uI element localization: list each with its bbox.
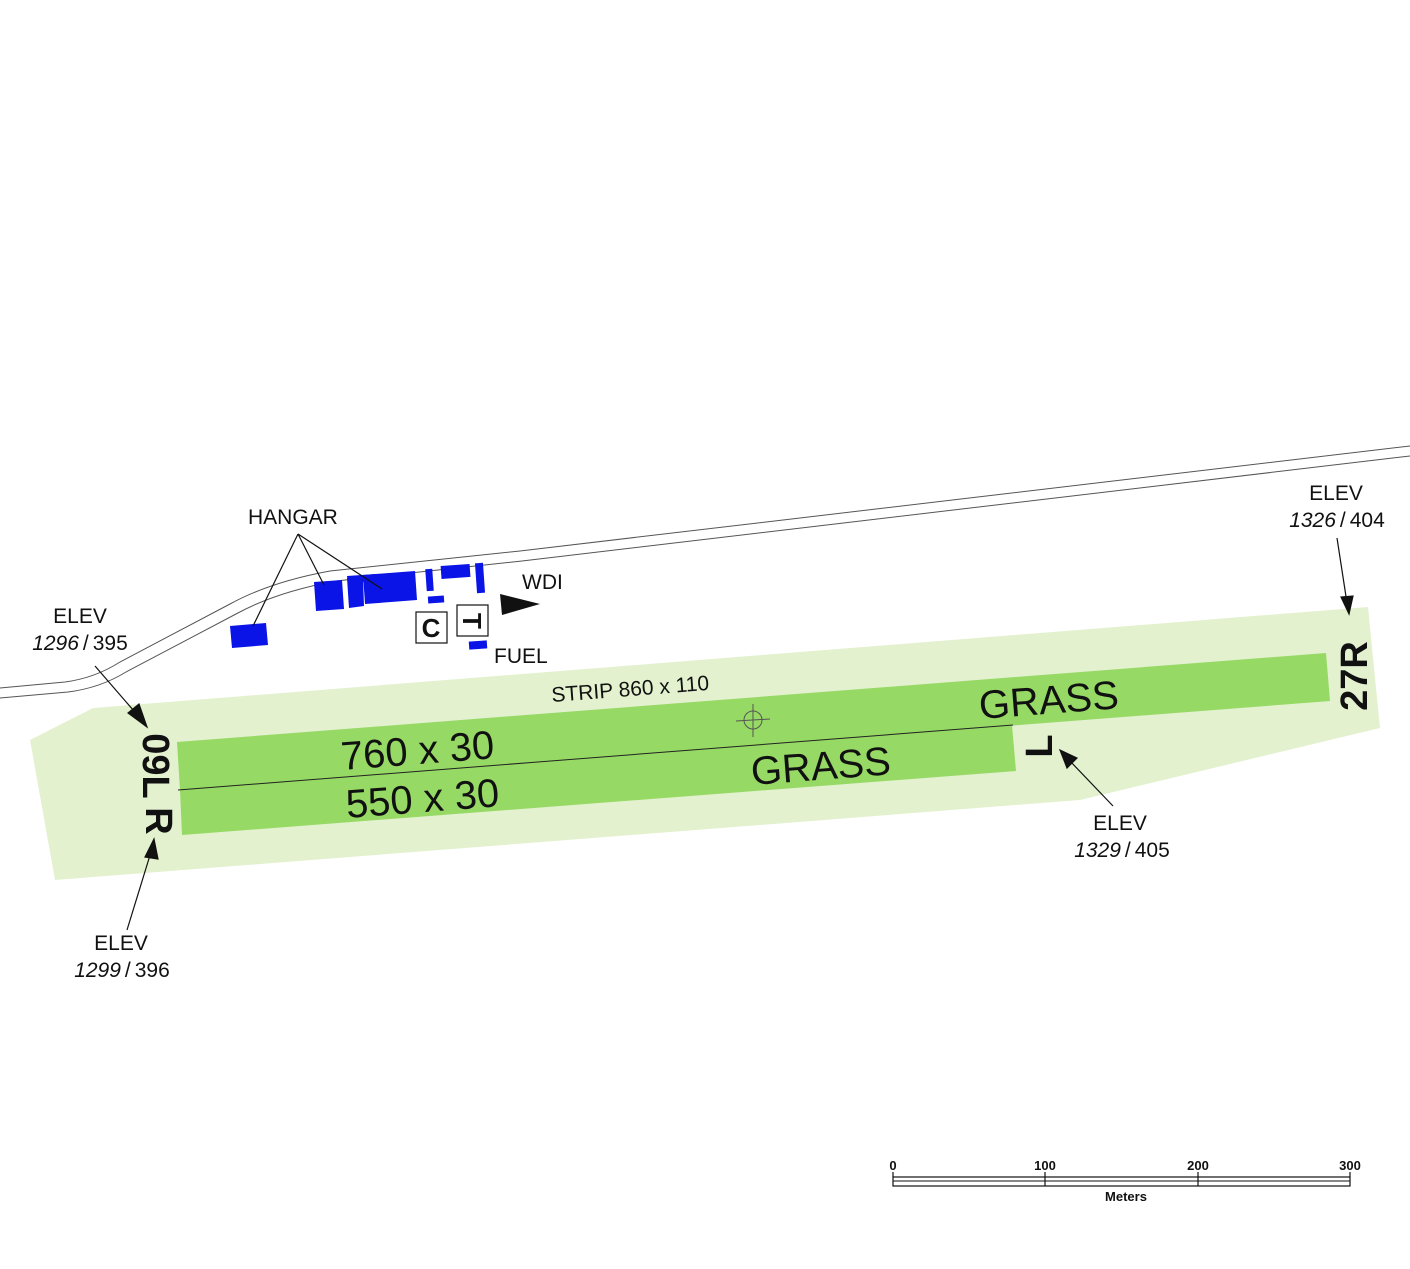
scale-unit-label: Meters	[1105, 1189, 1147, 1204]
elevation-values: 1329/405	[1074, 839, 1170, 862]
wdi-label: WDI	[522, 571, 563, 594]
runway-end-27l: L	[1019, 734, 1061, 757]
building	[425, 568, 434, 592]
fuel-label: FUEL	[494, 645, 548, 668]
elevation-meters: 405	[1135, 839, 1170, 862]
elevation-feet: 1326	[1289, 509, 1336, 532]
t-box: T	[456, 604, 489, 637]
reference-point-icon	[735, 704, 771, 737]
elevation-separator: /	[1125, 839, 1131, 862]
elevation-feet: 1299	[74, 959, 121, 982]
fuel-building	[468, 640, 488, 650]
wdi-icon	[500, 594, 540, 615]
elevation-405: ELEV 1329/405	[1074, 812, 1170, 862]
hangar-building	[230, 623, 268, 648]
building	[427, 595, 445, 604]
elevation-404: ELEV 1326/404	[1289, 482, 1385, 532]
scale-tick-label: 200	[1187, 1158, 1209, 1173]
elevation-meters: 395	[93, 632, 128, 655]
runway-end-09l: 09L	[134, 733, 176, 798]
elevation-separator: /	[125, 959, 131, 982]
elevation-values: 1299/396	[74, 959, 170, 982]
elevation-values: 1296/395	[32, 632, 128, 655]
elevation-feet: 1296	[32, 632, 79, 655]
surface-label-09r-27l: GRASS	[749, 739, 892, 794]
hangar-label: HANGAR	[248, 506, 338, 529]
elevation-label: ELEV	[94, 932, 148, 955]
scale-tick-label: 300	[1339, 1158, 1361, 1173]
elevation-396: ELEV 1299/396	[74, 932, 170, 982]
elevation-separator: /	[83, 632, 89, 655]
surface-label-09l-27r: GRASS	[977, 673, 1120, 728]
elevation-arrows	[94, 537, 1354, 931]
elevation-values: 1326/404	[1289, 509, 1385, 532]
hangar-building	[347, 577, 364, 608]
runway-end-09r: R	[137, 807, 179, 834]
building	[474, 562, 486, 594]
elevation-395: ELEV 1296/395	[32, 605, 128, 655]
building	[440, 563, 471, 579]
elevation-meters: 396	[135, 959, 170, 982]
elevation-label: ELEV	[1093, 812, 1147, 835]
runway-09r-27l	[180, 725, 1016, 835]
elevation-feet: 1329	[1074, 839, 1121, 862]
c-box-label: C	[422, 613, 441, 643]
elevation-label: ELEV	[1309, 482, 1363, 505]
t-box-label: T	[457, 613, 487, 629]
elevation-meters: 404	[1350, 509, 1385, 532]
scale-tick-label: 0	[889, 1158, 896, 1173]
elevation-label: ELEV	[53, 605, 107, 628]
c-box: C	[415, 611, 448, 644]
scale-tick-label: 100	[1034, 1158, 1056, 1173]
hangar-pointers	[252, 533, 383, 627]
elevation-separator: /	[1340, 509, 1346, 532]
buildings	[230, 562, 488, 650]
runway-end-27r: 27R	[1334, 641, 1376, 711]
scale-bar: 0 100 200 300 Meters	[889, 1158, 1360, 1204]
hangar-building	[314, 580, 344, 611]
runway-separation-line	[177, 724, 1014, 791]
